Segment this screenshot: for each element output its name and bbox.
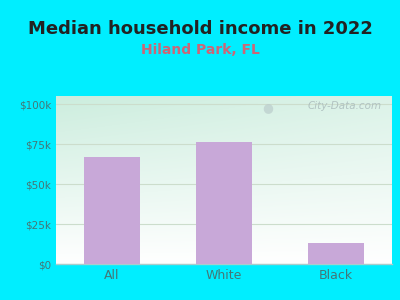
Bar bbox=[308, 243, 364, 264]
Text: Median household income in 2022: Median household income in 2022 bbox=[28, 20, 372, 38]
Text: ●: ● bbox=[262, 101, 273, 114]
Bar bbox=[84, 157, 140, 264]
Text: City-Data.com: City-Data.com bbox=[308, 101, 382, 111]
Bar bbox=[196, 142, 252, 264]
Text: Hiland Park, FL: Hiland Park, FL bbox=[140, 44, 260, 58]
